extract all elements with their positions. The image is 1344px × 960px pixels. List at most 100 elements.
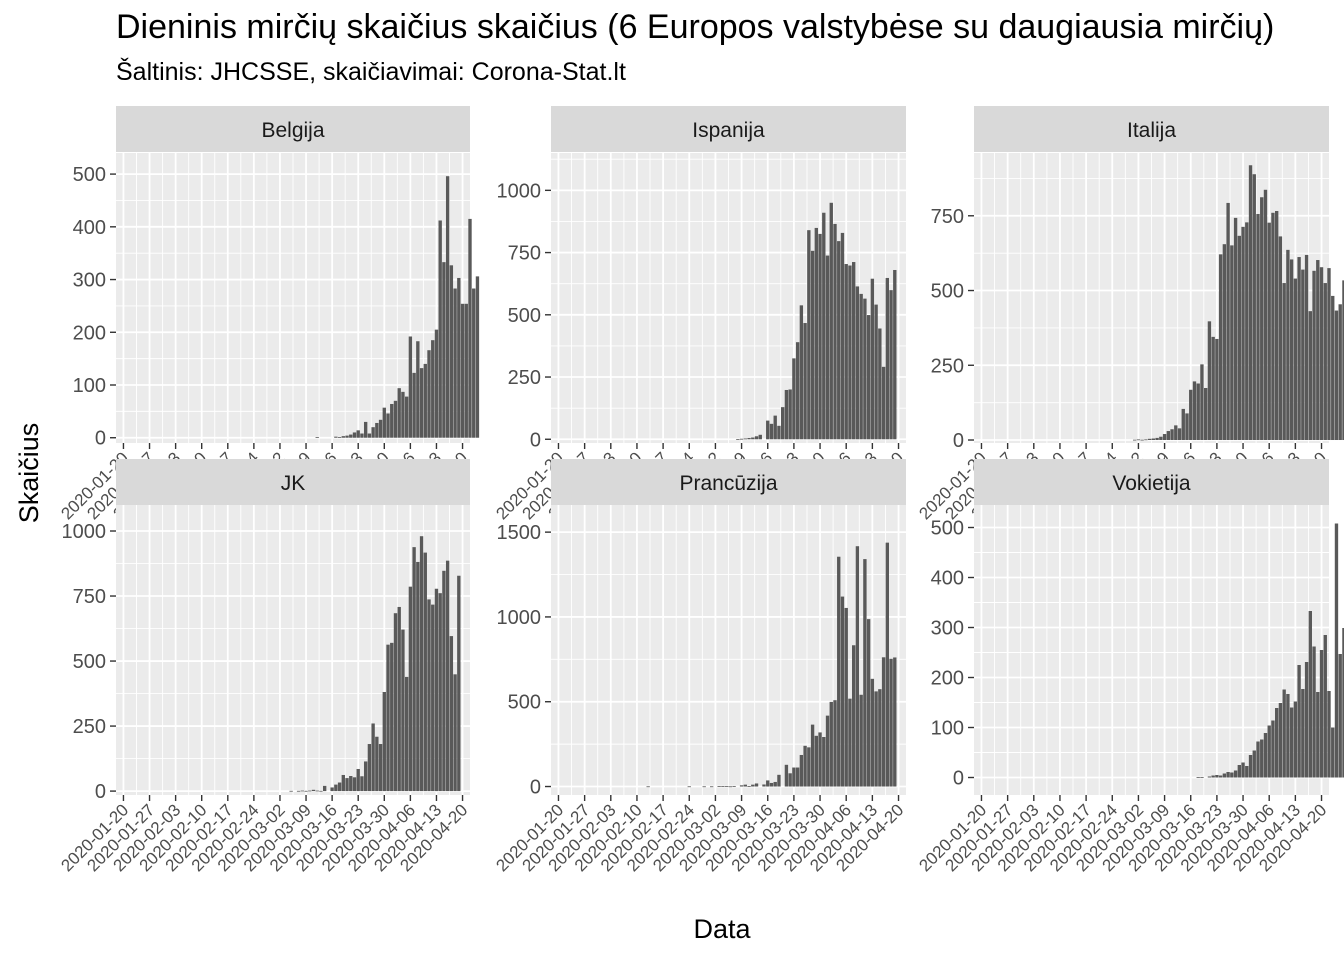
bar [1260,197,1264,441]
bar [646,786,650,788]
y-tick-label: 500 [73,651,106,673]
bar [751,784,755,787]
bar [1308,311,1312,441]
bar [893,269,897,440]
bar [460,303,465,438]
facet-strip-label: JK [281,472,306,495]
bar [803,323,807,440]
y-tick-label: 0 [95,781,106,803]
bar [762,784,766,787]
y-axis-label: Skaičius [14,423,44,524]
bar [1233,217,1238,441]
bar [375,422,379,438]
bar [315,790,319,792]
bar [1323,283,1327,441]
bar [349,776,353,792]
bar [397,606,401,792]
bar [833,700,837,787]
bar [837,241,841,440]
bar [1338,304,1342,441]
bar [1304,662,1309,778]
y-tick-label: 100 [73,375,106,397]
bar [792,358,796,440]
bar [1282,689,1286,778]
bar [687,786,691,788]
bar [1159,436,1163,441]
bar [833,223,837,440]
bar [1192,381,1197,441]
y-tick-label: 500 [73,164,106,186]
bar [788,389,792,440]
bar [408,336,413,438]
bar [732,786,736,787]
bar [1237,235,1241,441]
bar [1327,691,1331,778]
facet-strip [551,106,906,152]
bar [363,761,368,792]
bar [863,298,867,440]
bar [472,288,476,438]
facet-strip-label: Vokietija [1112,472,1191,495]
bar [874,304,878,440]
bar [803,745,807,787]
bar [390,403,394,438]
y-tick-label: 750 [931,206,964,228]
bar [1196,383,1200,441]
y-tick-label: 300 [931,618,964,640]
bar [390,642,394,792]
y-tick-label: 750 [508,243,541,265]
bar [453,288,457,438]
bar [852,645,856,787]
bar [296,790,301,792]
y-tick-label: 750 [73,586,106,608]
bar [754,436,759,440]
y-tick-label: 100 [931,718,964,740]
facet-strip-label: Prancūzija [679,472,777,495]
bar [1245,222,1249,441]
bar [870,678,875,787]
bar [315,437,319,438]
bar [1316,692,1320,778]
bar [799,305,804,440]
bar [1252,750,1256,778]
bar [1275,211,1279,441]
bar [751,437,755,440]
bar [1319,267,1324,441]
bar [360,776,364,792]
bar [728,786,733,788]
bar [747,438,751,440]
bar [1319,650,1324,778]
bar [702,786,706,788]
bar [427,599,431,792]
bar [356,768,360,792]
bar [810,250,815,440]
bar [1185,413,1189,441]
bar [386,644,390,792]
bar [416,561,420,792]
bar [1189,389,1193,441]
bar [1133,439,1137,441]
y-tick-label: 250 [931,355,964,377]
y-tick-label: 300 [73,270,106,292]
bar [401,391,405,438]
bar [330,787,334,792]
bar [1293,278,1298,441]
facet-strip-label: Belgija [261,119,324,142]
bar [304,790,308,792]
bar [837,556,841,787]
bar [468,218,472,438]
y-tick-label: 500 [931,281,964,303]
bar [438,220,442,438]
bar [1331,295,1335,441]
bar [829,701,833,787]
bar [721,786,725,787]
bar [781,407,785,440]
bar [1226,202,1230,441]
bar [724,786,729,787]
bar [866,619,871,787]
bar [739,438,744,440]
bar [378,419,383,438]
x-axis-label: Data [693,914,751,944]
bar [717,786,721,787]
chart-subtitle: Šaltinis: JHCSSE, skaičiavimai: Corona-S… [116,58,626,86]
